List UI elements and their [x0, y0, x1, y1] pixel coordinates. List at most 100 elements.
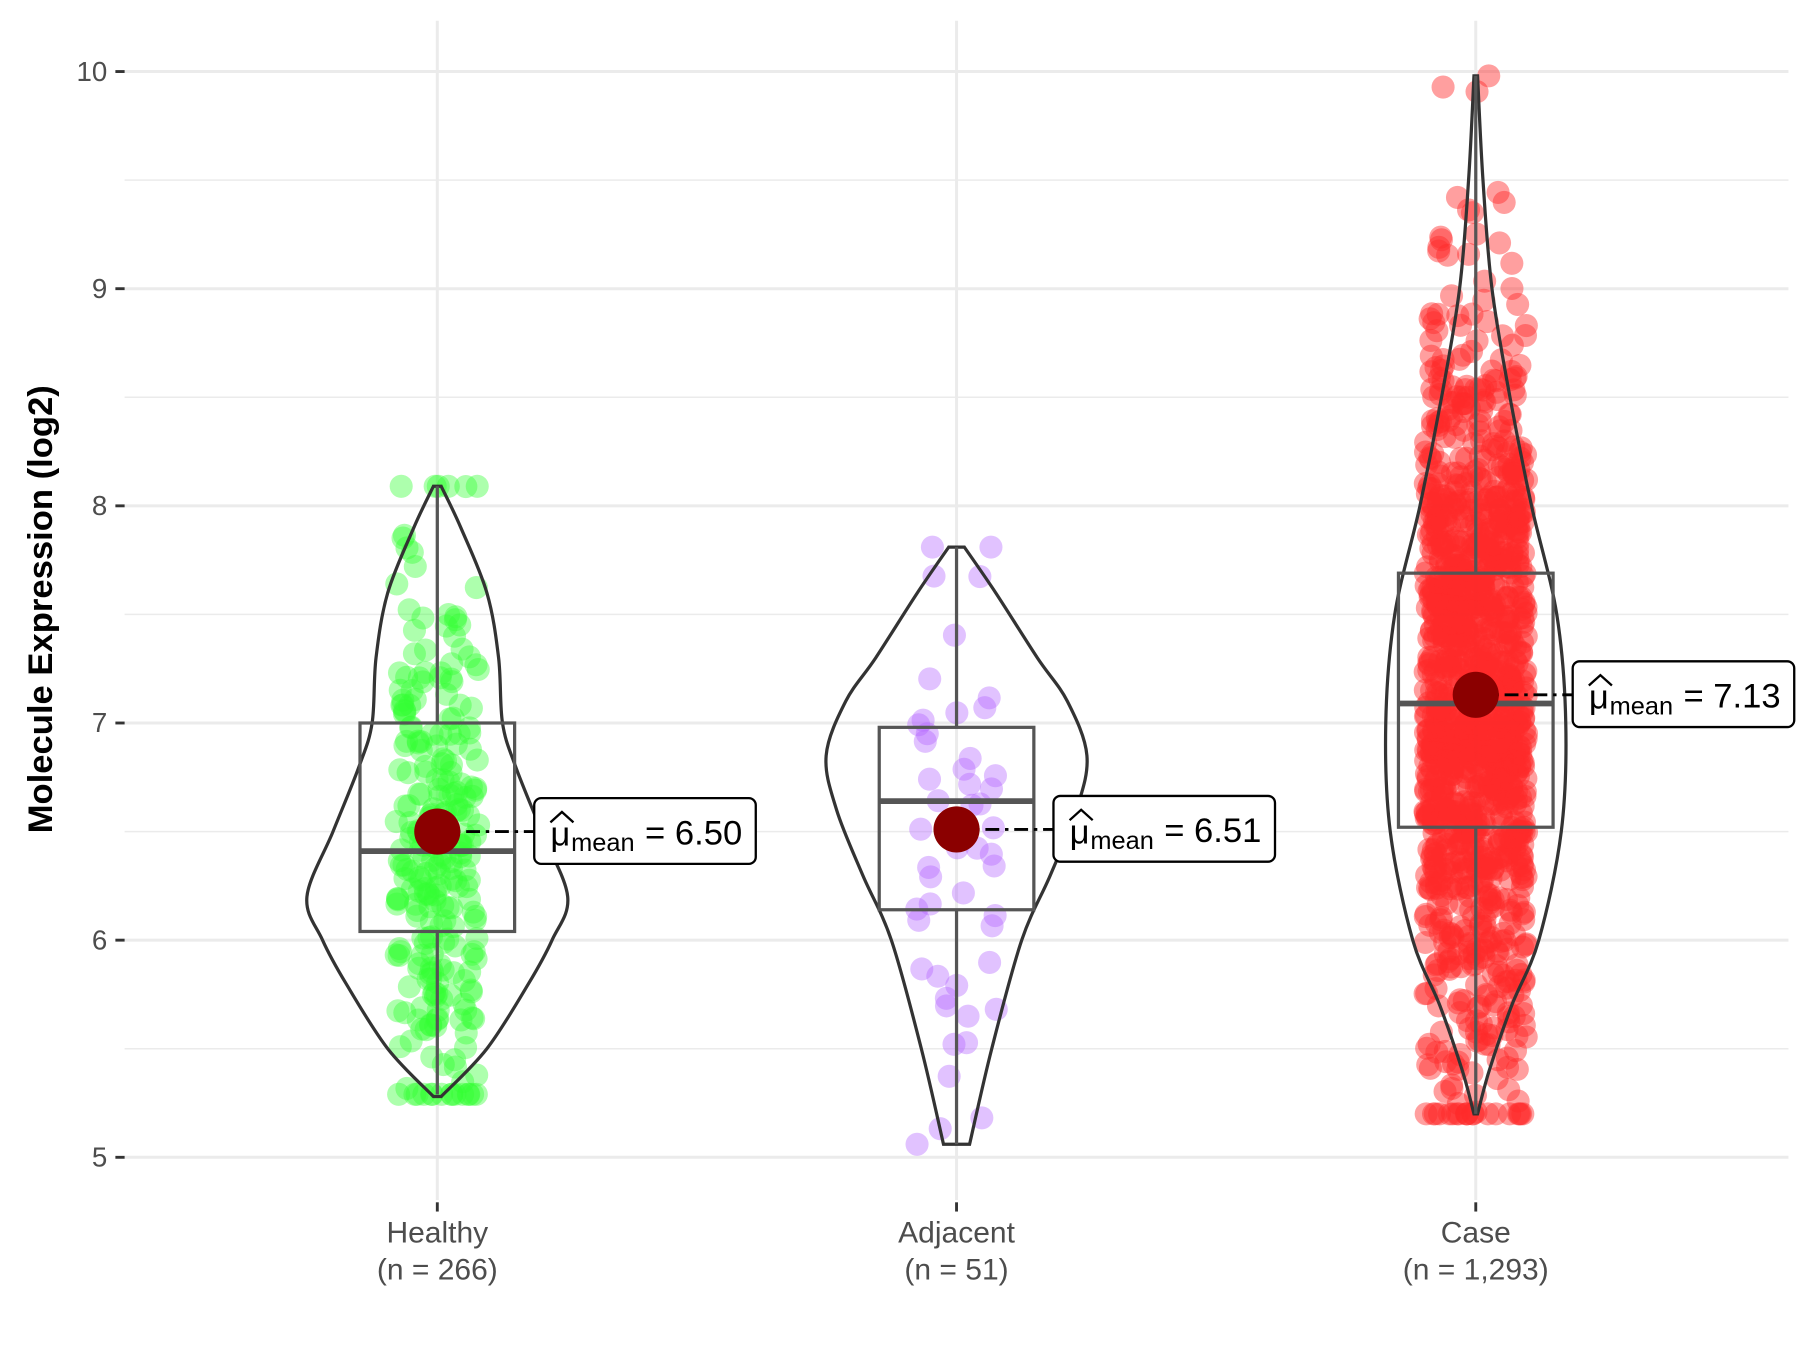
data-point — [1477, 775, 1501, 799]
data-point — [918, 667, 942, 691]
data-point — [1438, 390, 1462, 415]
data-point — [1443, 553, 1467, 577]
data-point — [1507, 512, 1531, 536]
data-point — [1476, 899, 1500, 923]
data-point — [1421, 442, 1445, 466]
data-point — [391, 526, 415, 550]
data-point — [1434, 798, 1458, 822]
data-point — [1489, 730, 1514, 755]
data-point — [392, 523, 417, 547]
data-point — [1449, 651, 1473, 675]
data-point — [1491, 520, 1515, 544]
data-point — [444, 869, 468, 893]
data-point — [1466, 603, 1490, 627]
data-point — [1498, 825, 1522, 849]
data-point — [419, 910, 443, 934]
data-point — [439, 760, 463, 784]
data-point — [1508, 755, 1532, 779]
data-point — [983, 904, 1007, 928]
data-point — [1419, 777, 1443, 802]
data-point — [1477, 634, 1501, 658]
data-point — [1507, 741, 1531, 765]
data-point — [387, 937, 411, 961]
data-point — [1471, 610, 1495, 634]
data-point — [439, 983, 463, 1007]
data-point — [1447, 773, 1471, 797]
data-point — [399, 716, 423, 740]
data-point — [1417, 728, 1441, 752]
data-point — [1503, 635, 1527, 659]
data-point — [1463, 646, 1487, 670]
data-point — [1480, 728, 1504, 752]
data-point — [1486, 180, 1510, 204]
data-point — [1443, 807, 1467, 831]
mean-point — [1452, 671, 1499, 718]
data-point — [1481, 596, 1505, 620]
data-point — [1468, 725, 1492, 749]
data-point — [1479, 603, 1503, 627]
data-point — [435, 682, 459, 706]
data-point — [1429, 377, 1453, 402]
data-point — [1434, 838, 1458, 862]
data-point — [388, 1035, 412, 1059]
data-point — [1514, 624, 1538, 648]
data-point — [1509, 861, 1533, 886]
data-point — [1495, 760, 1519, 784]
data-point — [1467, 569, 1491, 593]
data-point — [1418, 494, 1442, 518]
data-point — [1506, 764, 1530, 788]
data-point — [1487, 833, 1511, 857]
data-point — [1501, 750, 1525, 775]
data-point — [439, 667, 463, 691]
data-point — [1478, 718, 1502, 742]
data-point — [453, 785, 477, 809]
data-point — [1446, 633, 1470, 657]
data-point — [1482, 993, 1506, 1017]
data-point — [1500, 629, 1524, 653]
data-point — [1461, 723, 1485, 747]
data-point — [1416, 767, 1440, 791]
data-point — [1419, 583, 1443, 607]
data-point — [1413, 905, 1437, 929]
data-point — [1434, 571, 1458, 595]
data-point — [1497, 462, 1521, 486]
data-point — [1491, 548, 1515, 572]
data-point — [1505, 474, 1529, 498]
violin-outline — [305, 484, 570, 1099]
data-point — [1453, 713, 1477, 737]
data-point — [423, 889, 447, 913]
data-point — [1487, 975, 1511, 999]
data-point — [1505, 953, 1529, 977]
data-point — [439, 856, 463, 880]
data-point — [440, 670, 464, 694]
data-point — [1483, 778, 1507, 802]
data-point — [423, 856, 447, 880]
data-point — [1499, 667, 1523, 691]
data-point — [1514, 864, 1538, 888]
data-point — [1499, 729, 1524, 753]
data-point — [399, 1029, 423, 1053]
data-point — [1422, 736, 1446, 760]
data-point — [1455, 374, 1479, 398]
data-point — [393, 734, 417, 758]
data-point — [1422, 589, 1446, 613]
data-point — [1441, 743, 1465, 767]
data-point — [1496, 664, 1520, 688]
data-point — [1443, 708, 1467, 732]
data-point — [1444, 526, 1468, 550]
data-point — [410, 996, 434, 1020]
data-point — [1507, 1102, 1532, 1126]
data-point — [1438, 728, 1462, 752]
data-point — [1431, 515, 1455, 539]
data-point — [1492, 586, 1516, 610]
data-point — [1477, 598, 1501, 622]
data-point — [1416, 737, 1440, 762]
data-point — [1427, 450, 1451, 474]
data-point — [1507, 585, 1531, 609]
data-point — [1472, 488, 1496, 512]
data-point — [1431, 493, 1455, 517]
data-point — [1456, 635, 1480, 659]
data-point — [1417, 779, 1442, 803]
data-point — [457, 803, 481, 828]
data-point — [1501, 752, 1525, 776]
